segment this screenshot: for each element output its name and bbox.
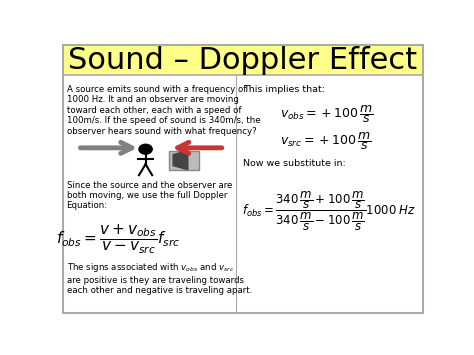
Text: Sound – Doppler Effect: Sound – Doppler Effect xyxy=(68,46,418,75)
Text: The signs associated with $v_{obs}$ and $v_{src}$
are positive is they are trave: The signs associated with $v_{obs}$ and … xyxy=(66,261,252,295)
Text: $v_{obs} = +100\,\dfrac{m}{s}$: $v_{obs} = +100\,\dfrac{m}{s}$ xyxy=(280,103,374,125)
Text: Since the source and the observer are
both moving, we use the full Doppler
Equat: Since the source and the observer are bo… xyxy=(66,181,232,211)
Text: $v_{src} = +100\,\dfrac{m}{s}$: $v_{src} = +100\,\dfrac{m}{s}$ xyxy=(280,130,371,152)
Text: Now we substitute in:: Now we substitute in: xyxy=(243,159,346,168)
Text: This implies that:: This implies that: xyxy=(243,85,325,94)
Text: $f_{obs} = \dfrac{340\,\dfrac{m}{s} + 100\,\dfrac{m}{s}}{340\,\dfrac{m}{s} - 100: $f_{obs} = \dfrac{340\,\dfrac{m}{s} + 10… xyxy=(242,190,416,233)
Text: A source emits sound with a frequency of
1000 Hz. It and an observer are moving
: A source emits sound with a frequency of… xyxy=(66,85,260,136)
FancyBboxPatch shape xyxy=(169,151,199,170)
Circle shape xyxy=(139,144,152,154)
Text: $f_{obs} = \dfrac{v + v_{obs}}{v - v_{src}} f_{src}$: $f_{obs} = \dfrac{v + v_{obs}}{v - v_{sr… xyxy=(56,223,180,256)
Polygon shape xyxy=(173,151,188,170)
FancyBboxPatch shape xyxy=(63,45,423,75)
